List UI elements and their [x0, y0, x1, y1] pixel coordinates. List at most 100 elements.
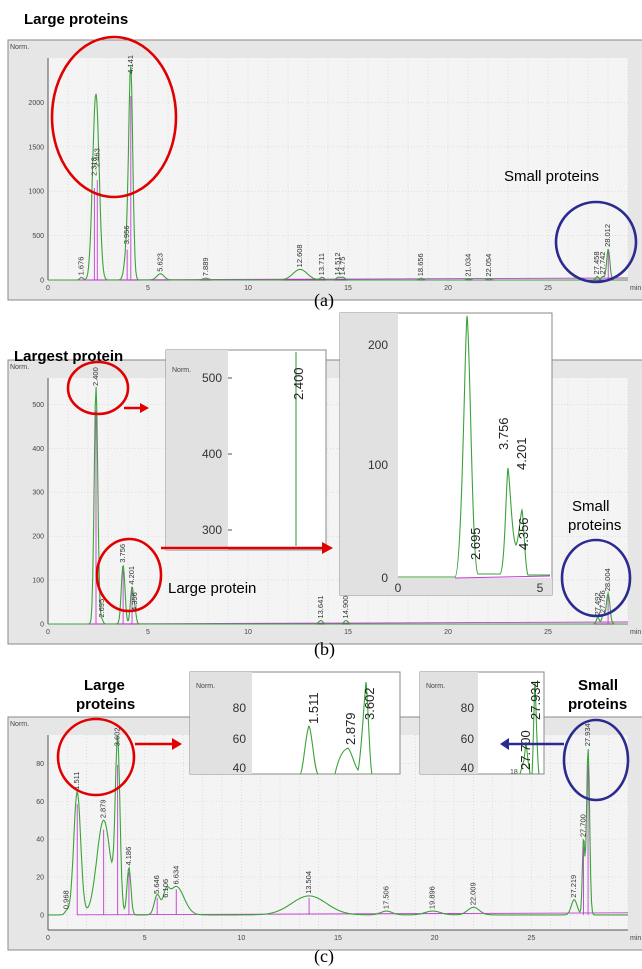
label-small-b-1: Small — [572, 498, 610, 515]
peak-label: 27.219 — [569, 875, 578, 898]
chromatogram-trace — [48, 736, 628, 916]
peak-label: 4.186 — [124, 847, 133, 866]
peak-label: 6.634 — [171, 866, 180, 885]
peak-label: 22.054 — [484, 254, 493, 277]
x-tick-label: 0 — [46, 285, 50, 292]
x-tick-label: 5 — [143, 935, 147, 942]
peak-label: 2.463 — [92, 148, 101, 167]
peak-label: 27.934 — [583, 723, 592, 746]
inset-b2-ytick: 100 — [368, 458, 388, 472]
inset-c1-peak-label: 2.879 — [343, 712, 358, 745]
x-axis-label: min — [630, 935, 641, 942]
y-tick-label: 300 — [32, 490, 44, 497]
x-tick-label: 20 — [444, 285, 452, 292]
y-tick-label: 1500 — [28, 144, 44, 151]
peak-label: 4.141 — [126, 55, 135, 74]
peak-label: 6.106 — [161, 879, 170, 898]
peak-label: 4.356 — [130, 592, 139, 611]
arrowhead-b1 — [140, 403, 149, 413]
x-tick-label: 25 — [544, 629, 552, 636]
inset-b2-ytick: 0 — [381, 571, 388, 585]
y-tick-label: 2000 — [28, 100, 44, 107]
peak-label: 27.458 — [592, 251, 601, 274]
plot-area — [48, 58, 628, 280]
inset-c2-peak-label: 27.700 — [518, 730, 533, 770]
inset-b2-peak-label: 3.756 — [496, 417, 511, 450]
y-tick-label: 100 — [32, 578, 44, 585]
inset-c1-trace — [299, 681, 373, 775]
y-tick-label: 40 — [36, 837, 44, 844]
x-tick-label: 5 — [146, 629, 150, 636]
inset-b2-xtick: 5 — [537, 581, 544, 595]
x-tick-label: 10 — [237, 935, 245, 942]
peak-label: 28.012 — [603, 224, 612, 247]
peak-label: 14.512 — [333, 252, 342, 275]
y-tick-label: 80 — [36, 761, 44, 768]
circle-large-proteins-c — [56, 717, 136, 797]
inset-c2-peak-label: 27.934 — [528, 680, 543, 720]
y-tick-label: 1000 — [28, 189, 44, 196]
x-tick-label: 0 — [46, 629, 50, 636]
peak-label: 18.656 — [416, 253, 425, 276]
inset-b1-axis-band — [166, 350, 228, 550]
y-tick-label: 500 — [32, 402, 44, 409]
inset-c2-trace — [519, 681, 540, 775]
inset-b1-peak-label: 2.400 — [291, 367, 306, 400]
arrowhead-c1 — [172, 738, 182, 750]
peak-label: 2.318 — [89, 157, 98, 176]
peak-label: 5.646 — [152, 875, 161, 894]
peak-label: 1.511 — [72, 772, 81, 790]
x-tick-label: 15 — [344, 285, 352, 292]
peak-label: 28.004 — [603, 568, 612, 591]
inset-b2-peak-label: 4.356 — [516, 517, 531, 550]
peak-label: 17.506 — [381, 886, 390, 909]
peak-label: 14.75 — [338, 257, 347, 276]
peak-label: 7.889 — [201, 257, 210, 276]
x-tick-label: 20 — [431, 935, 439, 942]
inset-b1-ytick: 300 — [202, 523, 222, 537]
x-axis-label: min — [630, 285, 641, 292]
x-tick-label: 10 — [244, 285, 252, 292]
inset-c2-axis-band — [420, 672, 478, 774]
circle-large-proteins-a — [50, 35, 178, 199]
inset-c1-axis-band — [190, 672, 252, 774]
chromatogram-trace — [48, 65, 628, 281]
label-small-b-2: proteins — [568, 517, 621, 534]
panel-a: 0 5 10 15 20 25 0 500 1000 1500 2000 Norm. min 1.676 2… — [7, 39, 642, 301]
y-tick-label: 500 — [32, 233, 44, 240]
y-tick-label: 0 — [40, 622, 44, 629]
y-tick-label: 20 — [36, 874, 44, 881]
peak-label: 27.700 — [579, 814, 588, 837]
caption-c: (c) — [314, 946, 334, 967]
x-tick-label: 25 — [544, 285, 552, 292]
y-tick-label: 400 — [32, 446, 44, 453]
inset-c1-ytick: 40 — [233, 761, 247, 775]
peak-label: 27.756 — [598, 590, 607, 613]
x-tick-label: 25 — [527, 935, 535, 942]
peak-label: 14.900 — [341, 596, 350, 619]
circle-largest-protein-b — [66, 360, 130, 416]
peak-label: 27.742 — [598, 251, 607, 274]
inset-b2-xtick: 0 — [395, 581, 402, 595]
inset-c2-extra-label: 18 — [510, 769, 518, 776]
inset-b2-xaxis-band — [340, 578, 552, 595]
inset-b2-trace — [398, 315, 550, 578]
inset-b2-peak-label: 4.201 — [514, 437, 529, 470]
inset-b2-peak-label: 2.695 — [468, 527, 483, 560]
peak-label: 13.711 — [317, 253, 326, 275]
inset-c2-ytick: 40 — [461, 761, 475, 775]
inset-c1-ylabel: Norm. — [196, 683, 215, 690]
x-tick-label: 15 — [344, 629, 352, 636]
y-tick-label: 60 — [36, 799, 44, 806]
inset-b2-axis-band — [340, 313, 398, 595]
inset-c1-peak-label: 3.602 — [362, 687, 377, 720]
peak-label: 19.896 — [428, 886, 437, 909]
peak-label: 2.695 — [97, 599, 106, 618]
x-tick-label: 0 — [46, 935, 50, 942]
label-largest-protein-b: Largest protein — [14, 348, 123, 365]
circle-large-protein-b — [95, 537, 163, 613]
peak-label: 3.956 — [122, 225, 131, 244]
y-axis-label: Norm. — [10, 44, 29, 51]
